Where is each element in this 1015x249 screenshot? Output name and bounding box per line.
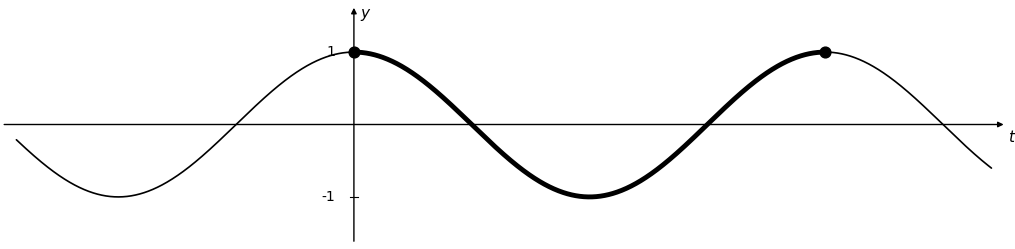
- Point: [346, 50, 362, 54]
- Text: t: t: [1008, 130, 1014, 145]
- Text: 1: 1: [326, 45, 335, 59]
- Point: [817, 50, 833, 54]
- Text: -1: -1: [322, 190, 335, 204]
- Text: y: y: [360, 6, 368, 21]
